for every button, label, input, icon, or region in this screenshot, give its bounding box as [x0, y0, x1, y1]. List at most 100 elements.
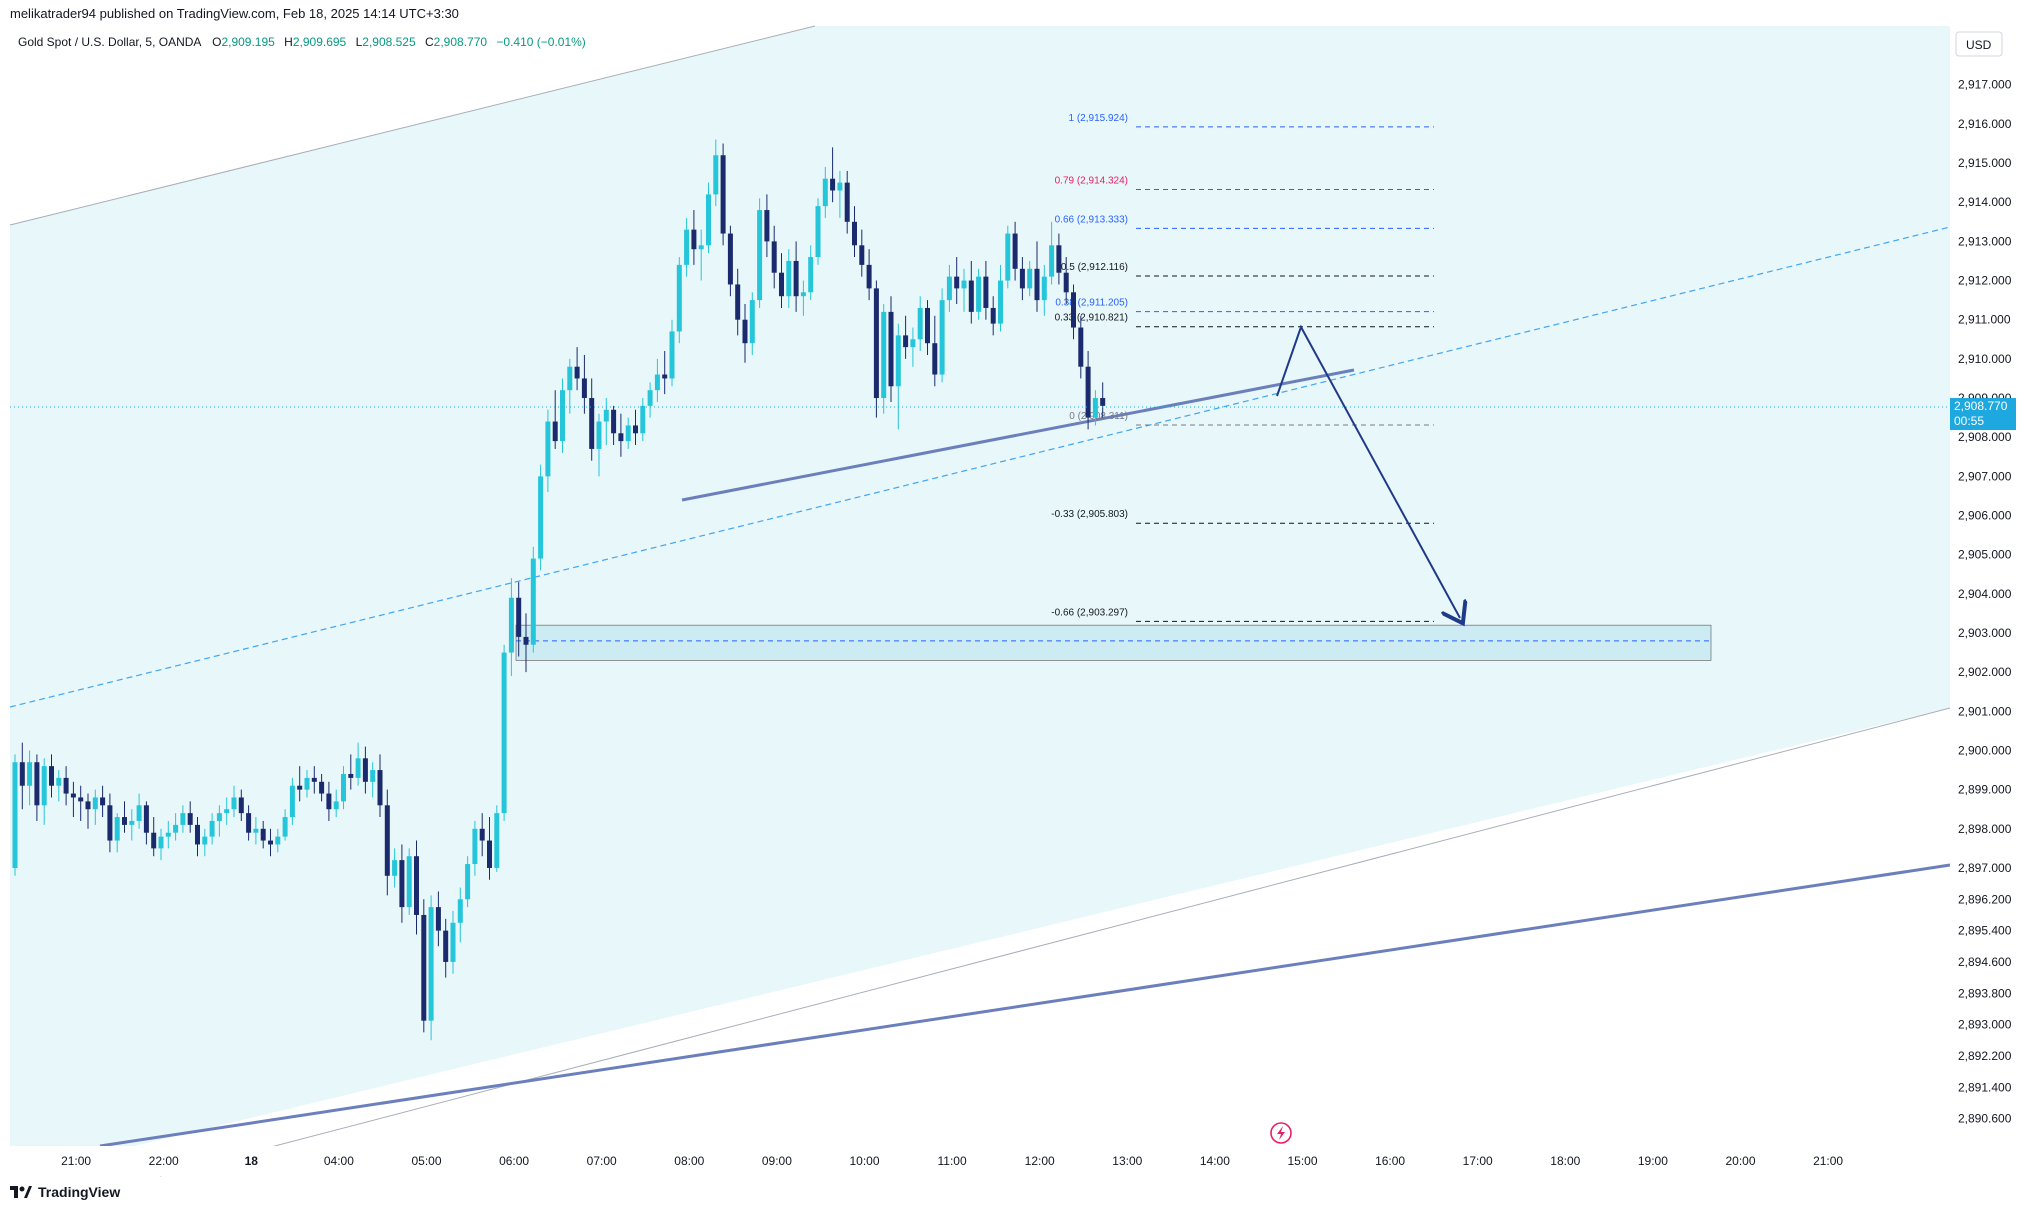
candle-body — [209, 820, 215, 837]
candle — [27, 750, 33, 806]
fibonacci-levels[interactable]: 1 (2,915.924) 0.79 (2,914.324) 0.66 (2,913… — [1051, 113, 1434, 622]
tradingview-brand[interactable]: TradingView — [10, 1184, 120, 1200]
badge-countdown: 00:55 — [1954, 414, 1984, 428]
candle — [910, 327, 916, 367]
price-tick-label: 2,894.600 — [1958, 955, 2012, 969]
candle — [231, 785, 237, 818]
candle — [1085, 351, 1091, 430]
candle-body — [260, 828, 266, 841]
demand-zone[interactable] — [515, 624, 1712, 661]
candle-body — [662, 374, 668, 379]
price-tick-label: 2,891.400 — [1958, 1080, 2012, 1094]
candle-body — [399, 860, 405, 908]
candle — [961, 268, 967, 312]
candle — [392, 848, 398, 888]
candle-body — [450, 922, 456, 962]
candle-body — [727, 233, 733, 285]
candle-body — [749, 300, 755, 344]
lower-trendline — [99, 863, 1951, 1148]
candle — [319, 773, 325, 802]
projection-arrow[interactable] — [1276, 324, 1460, 618]
candle-body — [202, 836, 208, 845]
candle — [530, 546, 536, 653]
candle — [63, 766, 69, 806]
candle-body — [1078, 327, 1084, 367]
candle — [421, 899, 427, 1033]
candle-body — [1049, 245, 1055, 277]
candle — [12, 754, 18, 876]
candle — [990, 296, 996, 336]
time-tick-label: 05:00 — [411, 1154, 441, 1168]
time-tick-label: 18:00 — [1550, 1154, 1580, 1168]
legend-low: 2,908.525 — [362, 35, 416, 49]
candle — [450, 911, 456, 974]
time-tick-label: 08:00 — [674, 1154, 704, 1168]
price-axis[interactable] — [1950, 26, 2032, 1176]
candle — [143, 801, 149, 845]
candle-body — [1005, 233, 1011, 281]
price-tick-label: 2,907.000 — [1958, 469, 2012, 483]
candle-body — [684, 229, 690, 265]
candle — [209, 813, 215, 845]
candle — [435, 891, 441, 947]
candle — [939, 288, 945, 383]
price-tick-label: 2,917.000 — [1958, 78, 2012, 92]
time-tick-label: 18 — [245, 1154, 259, 1168]
candle-body — [129, 820, 135, 825]
candle-body — [508, 597, 514, 653]
candle — [976, 268, 982, 320]
candle — [216, 805, 222, 837]
candle — [260, 820, 266, 849]
candle — [136, 793, 142, 829]
legend-symbol: Gold Spot / U.S. Dollar, 5, OANDA — [18, 35, 201, 49]
candle — [238, 789, 244, 821]
candle-body — [85, 801, 91, 810]
currency-button[interactable] — [1955, 31, 2003, 57]
candle — [508, 578, 514, 677]
candle — [618, 413, 624, 457]
candle — [100, 785, 106, 818]
time-tick-label: 21:00 — [61, 1154, 91, 1168]
candle — [56, 770, 62, 802]
candle — [552, 390, 558, 449]
candle — [70, 781, 76, 818]
candle-body — [92, 797, 98, 810]
candle — [311, 766, 317, 794]
candle-body — [114, 817, 120, 841]
candle — [822, 166, 828, 218]
candle-body — [443, 930, 449, 962]
candle-body — [618, 433, 624, 442]
candle-body — [319, 781, 325, 794]
candle — [487, 817, 492, 880]
candle-body — [574, 366, 580, 379]
candle-body — [494, 813, 500, 868]
candle-body — [1071, 292, 1076, 328]
candle-body — [603, 409, 609, 422]
candle-body — [545, 421, 551, 477]
candle-body — [990, 307, 996, 324]
candle-body — [392, 860, 398, 876]
time-axis[interactable] — [10, 1146, 1950, 1176]
candle — [793, 241, 799, 312]
time-tick-label: 09:00 — [762, 1154, 792, 1168]
candle-body — [706, 194, 711, 246]
candle — [932, 315, 938, 387]
candle-body — [41, 766, 47, 806]
candle-body — [122, 817, 127, 825]
price-tick-label: 2,906.000 — [1958, 509, 2012, 523]
candle-body — [530, 558, 536, 645]
candle-body — [589, 398, 595, 449]
candle-body — [487, 840, 492, 868]
candle-body — [954, 276, 960, 289]
lightning-event-icon[interactable] — [1270, 1122, 1292, 1144]
candle-body — [800, 292, 806, 297]
candle-body — [297, 785, 303, 790]
candle — [122, 801, 127, 833]
candle-body — [581, 378, 587, 399]
candle — [844, 170, 850, 234]
candle — [173, 813, 179, 841]
candle — [253, 817, 259, 845]
candle-body — [771, 241, 777, 273]
candle — [830, 147, 836, 203]
